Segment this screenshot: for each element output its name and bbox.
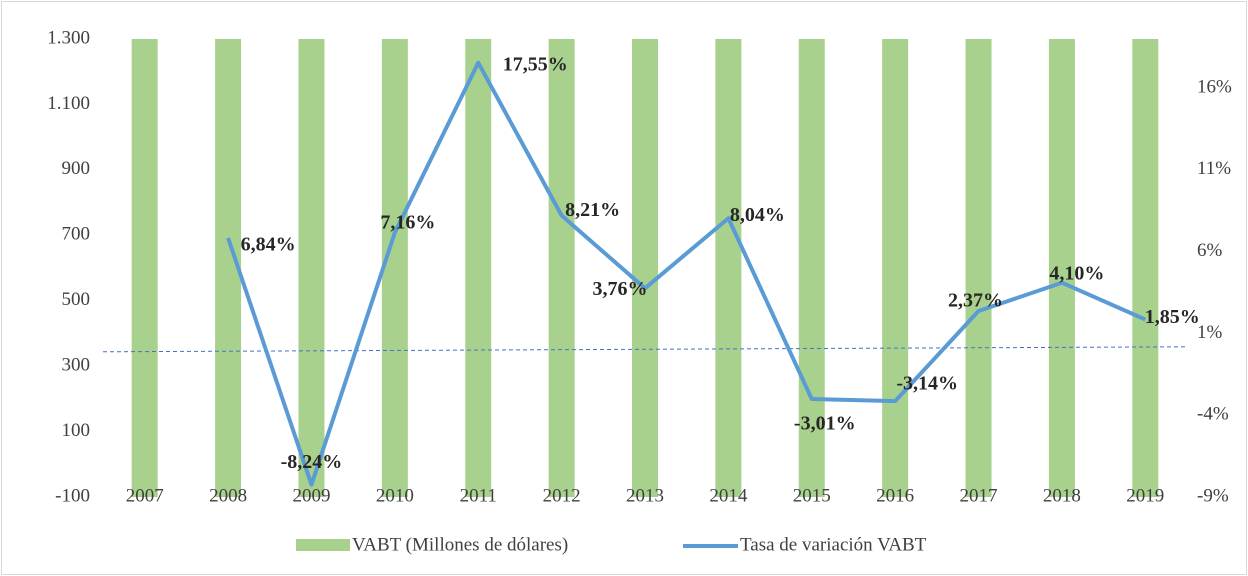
x-tick-label: 2019	[1126, 485, 1164, 506]
zero-line	[102, 346, 1188, 353]
data-label: 7,16%	[380, 211, 435, 233]
legend-label: VABT (Millones de dólares)	[352, 534, 568, 555]
y2-tick-label: -9%	[1197, 485, 1229, 506]
data-label: 17,55%	[503, 53, 568, 75]
x-tick-label: 2016	[876, 485, 914, 506]
data-label: 8,21%	[565, 199, 620, 221]
bar	[965, 39, 992, 497]
y2-tick-label: 1%	[1197, 322, 1223, 343]
data-label: 4,10%	[1049, 262, 1104, 284]
bar	[1048, 39, 1075, 497]
x-tick-label: 2011	[460, 485, 497, 506]
bar	[131, 39, 158, 497]
y2-tick-label: 6%	[1197, 240, 1223, 261]
bar	[465, 39, 492, 497]
x-tick-label: 2014	[709, 485, 748, 506]
y-tick-label: 900	[62, 158, 91, 179]
bar	[632, 39, 658, 497]
y-tick-label: 1.100	[47, 93, 90, 114]
y-tick-label: 100	[62, 420, 91, 441]
x-tick-label: 2017	[960, 485, 998, 506]
bar	[1132, 39, 1159, 497]
bar	[715, 39, 742, 497]
y2-tick-label: 11%	[1197, 158, 1231, 179]
x-tick-label: 2012	[543, 485, 581, 506]
bar	[882, 39, 909, 497]
y2-tick-label: 16%	[1197, 76, 1232, 97]
x-tick-label: 2009	[292, 485, 330, 506]
bar	[798, 39, 825, 497]
x-tick-label: 2010	[376, 485, 414, 506]
y-tick-label: -100	[55, 485, 90, 506]
y-tick-label: 700	[62, 224, 91, 245]
data-label: -3,14%	[896, 373, 958, 395]
bar	[298, 39, 325, 497]
bar	[548, 39, 575, 497]
legend-swatch	[296, 539, 350, 551]
data-label: -8,24%	[281, 451, 343, 473]
data-label: 8,04%	[730, 204, 785, 226]
x-tick-label: 2008	[209, 485, 247, 506]
data-label: 1,85%	[1145, 306, 1200, 328]
y-tick-label: 500	[62, 289, 91, 310]
line	[226, 60, 1147, 487]
x-tick-label: 2018	[1043, 485, 1081, 506]
y-tick-label: 300	[62, 355, 91, 376]
y-tick-label: 1.300	[47, 27, 90, 48]
x-tick-label: 2007	[126, 485, 164, 506]
data-label: 3,76%	[593, 278, 648, 300]
data-label: 2,37%	[948, 290, 1003, 312]
bar	[381, 39, 408, 497]
y2-tick-label: -4%	[1197, 404, 1229, 425]
legend-label: Tasa de variación VABT	[740, 534, 927, 555]
x-tick-label: 2015	[793, 485, 831, 506]
data-label: -3,01%	[794, 413, 856, 435]
data-label: 6,84%	[241, 233, 296, 255]
x-tick-label: 2013	[626, 485, 664, 506]
